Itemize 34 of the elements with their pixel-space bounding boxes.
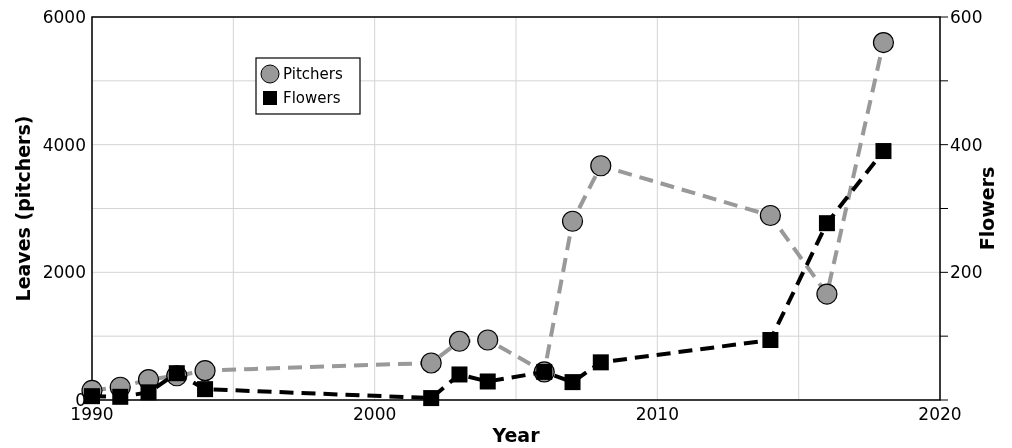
y2-tick-label: 200 <box>950 262 983 283</box>
x-tick-label: 2020 <box>918 404 962 424</box>
point <box>197 381 214 398</box>
point <box>194 360 216 382</box>
point <box>816 283 838 305</box>
point <box>420 352 442 374</box>
y2-tick-label: 600 <box>950 7 983 27</box>
y-axis-title: Leaves (pitchers) <box>12 115 34 302</box>
x-axis-title: Year <box>491 424 541 446</box>
y-tick-label: 2000 <box>42 262 86 283</box>
point <box>872 31 895 54</box>
y2-tick-label: 400 <box>950 134 983 155</box>
point <box>759 204 781 227</box>
point <box>818 215 835 232</box>
point <box>477 329 499 351</box>
point <box>451 366 468 383</box>
point <box>423 390 440 407</box>
point <box>564 374 581 391</box>
legend-label: Flowers <box>283 89 341 107</box>
point <box>762 332 779 348</box>
point <box>140 384 157 401</box>
legend-label: Pitchers <box>283 65 343 83</box>
point <box>448 330 471 352</box>
point <box>561 210 584 232</box>
x-tick-label: 2010 <box>635 404 679 424</box>
x-tick-label: 2000 <box>353 404 397 424</box>
y2-axis-title: Flowers <box>976 166 998 251</box>
y-tick-label: 6000 <box>42 7 86 27</box>
point <box>875 143 892 160</box>
point <box>592 354 609 371</box>
point <box>479 373 496 390</box>
point <box>112 388 129 405</box>
point <box>590 155 612 177</box>
y-tick-label: 4000 <box>42 134 86 155</box>
